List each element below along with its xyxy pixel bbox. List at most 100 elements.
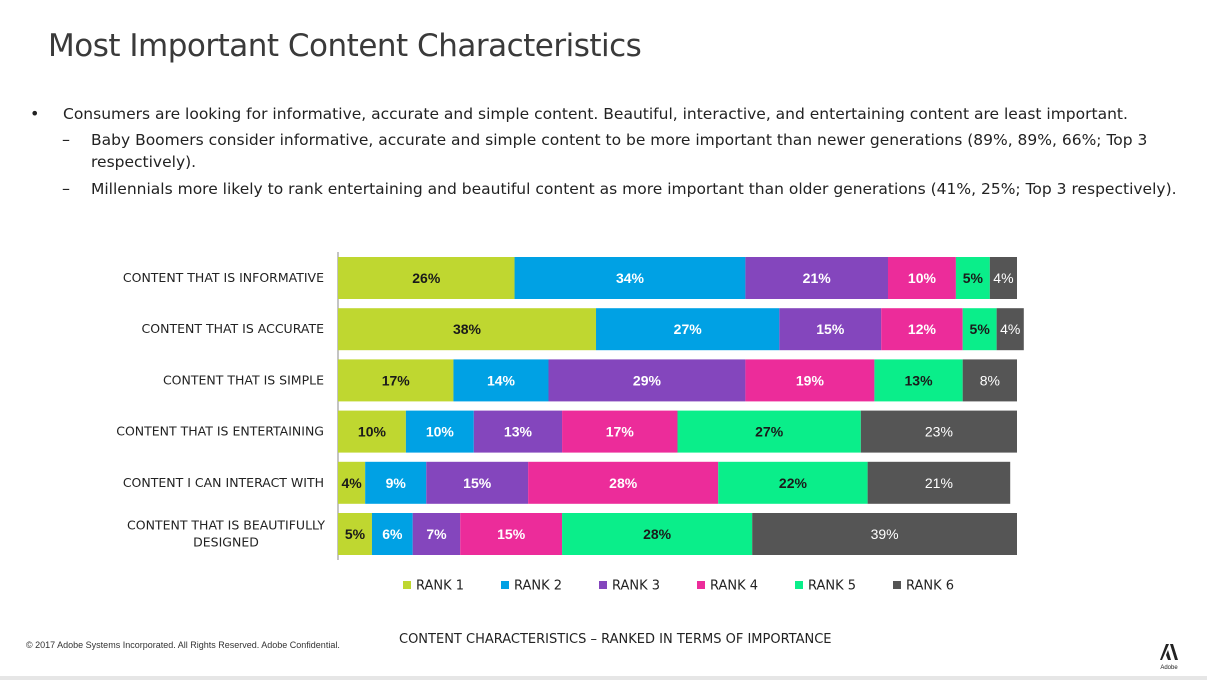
- data-label: 39%: [871, 526, 899, 542]
- bar-segment: [338, 308, 597, 351]
- category-label: CONTENT THAT IS ACCURATE: [142, 321, 325, 336]
- data-label: 29%: [633, 372, 662, 388]
- category-label-line: CONTENT I CAN INTERACT WITH: [123, 475, 324, 490]
- data-label: 5%: [963, 270, 984, 286]
- data-label: 27%: [755, 424, 784, 440]
- bar-segment: [338, 257, 515, 299]
- data-label: 15%: [497, 526, 526, 542]
- bar-segment: [677, 410, 861, 453]
- sub-bullet-dash: –: [62, 179, 70, 198]
- data-label: 5%: [345, 526, 366, 542]
- data-label: 17%: [382, 372, 411, 388]
- bar-segment: [881, 308, 963, 351]
- data-label: 34%: [616, 270, 645, 286]
- data-label: 15%: [816, 321, 845, 337]
- data-label: 13%: [905, 372, 934, 388]
- bar-segment: [514, 257, 746, 299]
- bar-segment: [338, 410, 406, 453]
- data-label: 38%: [453, 321, 482, 337]
- data-label: 21%: [803, 270, 832, 286]
- adobe-logo-text: Adobe: [1160, 665, 1178, 671]
- legend-swatch: [795, 581, 803, 589]
- bar-segment: [548, 359, 746, 402]
- bar-segment: [745, 359, 875, 402]
- bar-segment: [426, 461, 529, 504]
- legend-swatch: [403, 581, 411, 589]
- data-label: 27%: [674, 321, 703, 337]
- data-label: 28%: [609, 475, 638, 491]
- bullet-text: Consumers are looking for informative, a…: [63, 105, 1128, 123]
- bar-segment: [955, 257, 990, 299]
- category-label-line: DESIGNED: [193, 535, 259, 550]
- bottom-divider: [0, 676, 1207, 680]
- legend-label: RANK 4: [710, 579, 758, 594]
- data-label: 9%: [386, 475, 407, 491]
- data-label: 13%: [504, 424, 533, 440]
- category-label: CONTENT I CAN INTERACT WITH: [123, 475, 324, 490]
- bar-segment: [996, 308, 1024, 351]
- data-label: 15%: [463, 475, 492, 491]
- bullet-item: • Consumers are looking for informative,…: [30, 103, 1180, 125]
- page-title: Most Important Content Characteristics: [48, 28, 642, 64]
- bar-segment: [989, 257, 1017, 299]
- category-label: CONTENT THAT IS ENTERTAINING: [116, 424, 324, 439]
- data-label: 4%: [1000, 321, 1020, 337]
- data-label: 28%: [643, 526, 672, 542]
- bar-segment: [562, 410, 678, 453]
- stacked-bar-chart: CONTENT THAT IS INFORMATIVE 26% 34% 21% 10% 5…: [116, 252, 1024, 594]
- bar-segment: [779, 308, 882, 351]
- data-label: 10%: [426, 424, 455, 440]
- data-label: 10%: [358, 424, 387, 440]
- legend-swatch: [599, 581, 607, 589]
- legend-label: RANK 2: [514, 579, 562, 594]
- sub-bullet-item: – Millennials more likely to rank entert…: [30, 178, 1180, 200]
- bullet-dot: •: [30, 104, 40, 123]
- data-label: 6%: [382, 526, 403, 542]
- bar-segment: [752, 513, 1017, 555]
- bullet-list: • Consumers are looking for informative,…: [30, 103, 1180, 205]
- sub-bullet-text: Baby Boomers consider informative, accur…: [91, 131, 1148, 171]
- sub-bullet-item: – Baby Boomers consider informative, acc…: [30, 129, 1180, 173]
- data-label: 26%: [412, 270, 441, 286]
- bar-segment: [338, 359, 454, 402]
- legend-swatch: [893, 581, 901, 589]
- bar-segment: [562, 513, 753, 555]
- bar-segment: [874, 359, 963, 402]
- data-label: 19%: [796, 372, 825, 388]
- category-label-line: CONTENT THAT IS INFORMATIVE: [123, 270, 324, 285]
- data-label: 22%: [779, 475, 808, 491]
- category-label-line: CONTENT THAT IS SIMPLE: [163, 372, 324, 387]
- data-label: 17%: [606, 424, 635, 440]
- sub-bullet-text: Millennials more likely to rank entertai…: [91, 180, 1177, 198]
- legend-label: RANK 6: [906, 579, 954, 594]
- bar-segment: [338, 461, 366, 504]
- bar-segment: [860, 410, 1017, 453]
- legend-swatch: [501, 581, 509, 589]
- category-label: CONTENT THAT IS BEAUTIFULLY DESIGNED: [127, 518, 325, 550]
- bar-segment: [867, 461, 1011, 504]
- bar-segment: [453, 359, 549, 402]
- legend-label: RANK 5: [808, 579, 856, 594]
- data-label: 8%: [980, 372, 1000, 388]
- category-label-line: CONTENT THAT IS ACCURATE: [142, 321, 325, 336]
- bar-segment: [745, 257, 888, 299]
- bar-segment: [887, 257, 956, 299]
- bar-segment: [405, 410, 474, 453]
- category-label: CONTENT THAT IS INFORMATIVE: [123, 270, 324, 285]
- data-label: 10%: [908, 270, 937, 286]
- data-label: 23%: [925, 424, 953, 440]
- bar-segment: [473, 410, 563, 453]
- bar-segment: [528, 461, 719, 504]
- chart-caption: CONTENT CHARACTERISTICS – RANKED IN TERM…: [399, 632, 832, 647]
- copyright-footer: © 2017 Adobe Systems Incorporated. All R…: [26, 640, 340, 650]
- bar-segment: [371, 513, 413, 555]
- data-label: 5%: [970, 321, 991, 337]
- data-label: 21%: [925, 475, 953, 491]
- legend-label: RANK 1: [416, 579, 464, 594]
- bar-segment: [718, 461, 868, 504]
- bar-segment: [338, 513, 372, 555]
- data-label: 4%: [341, 475, 362, 491]
- data-label: 14%: [487, 372, 516, 388]
- data-label: 7%: [426, 526, 447, 542]
- category-label-line: CONTENT THAT IS ENTERTAINING: [116, 424, 324, 439]
